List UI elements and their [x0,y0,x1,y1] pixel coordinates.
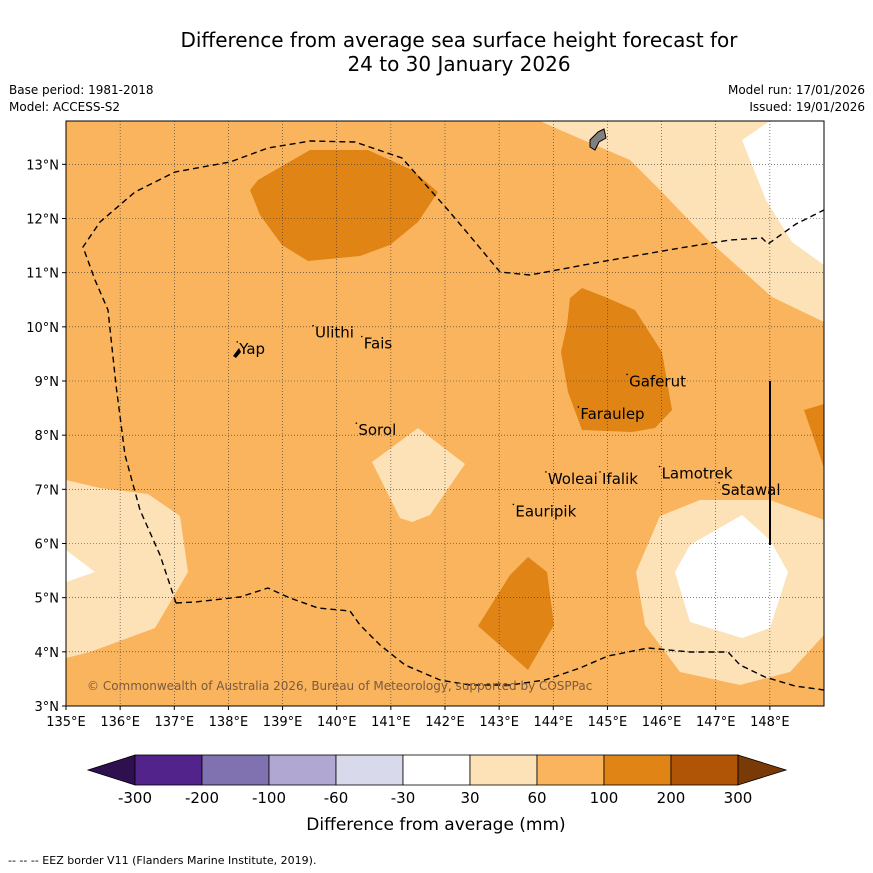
anomaly-region-edge-dark [804,404,824,468]
place-labels: Yap Ulithi Fais Sorol Gaferut Faraulep Woleai I… [236,324,781,520]
place-label: Ulithi [315,324,354,342]
lon-tick-label: 141°E [371,715,411,730]
lon-tick-label: 145°E [588,715,628,730]
issued-date: Issued: 19/01/2026 [749,100,865,114]
place-label: Lamotrek [662,465,733,483]
anomaly-region-ne-white [742,121,824,265]
colorbar-tick-label: 60 [527,789,546,807]
colorbar-swatch [134,754,203,786]
colorbar-label: Difference from average (mm) [306,815,565,835]
lat-tick-label: 10°N [26,321,59,336]
place-label: Fais [364,335,393,353]
lat-tick-label: 11°N [26,267,59,282]
anomaly-region-south-dark [478,557,554,670]
anomaly-region-se-white [675,515,788,638]
place-label: Woleai [548,470,598,488]
chart-title: Difference from average sea surface heig… [0,28,873,76]
colorbar-swatch [268,754,337,786]
lon-tick-label: 140°E [317,715,357,730]
lon-tick-label: 135°E [46,715,86,730]
graticule [66,121,824,706]
place-label: Yap [238,340,265,358]
place-label: Satawal [721,481,780,499]
place-marker [512,503,515,506]
colorbar-swatch [402,754,471,786]
eez-border [82,140,824,604]
colorbar-tick-label: -30 [391,789,416,807]
lat-tick-label: 7°N [35,483,60,498]
place-label: Sorol [358,421,396,439]
lon-tick-label: 138°E [209,715,249,730]
title-line-2: 24 to 30 January 2026 [347,52,571,76]
anomaly-region-west-light [66,480,188,658]
lon-tick-label: 147°E [696,715,736,730]
colorbar-tick-label: 30 [460,789,479,807]
place-label: Faraulep [580,405,644,423]
colorbar-swatch [335,754,404,786]
lon-tick-label: 148°E [750,715,790,730]
lat-tick-label: 5°N [35,592,60,607]
model-run: Model run: 17/01/2026 [727,83,865,97]
model-name: Model: ACCESS-S2 [9,100,121,114]
lat-tick-label: 3°N [35,700,60,715]
place-marker [312,324,314,327]
lon-tick-label: 143°E [479,715,519,730]
yap-island [233,348,241,358]
base-period: Base period: 1981-2018 [9,83,154,97]
colorbar-extend-low [86,754,136,786]
place-marker [236,341,239,343]
colorbar: -300 -200 -100 -60 -30 30 60 100 200 300 [86,754,788,807]
colorbar-tick-label: 100 [590,789,619,807]
lat-tick-label: 6°N [35,538,60,553]
place-marker [718,481,720,484]
colorbar-tick-label: -200 [185,789,219,807]
lon-tick-label: 139°E [263,715,303,730]
place-label: Eauripik [515,502,576,520]
place-marker [355,422,358,424]
colorbar-swatch [670,754,739,786]
lon-tick-label: 136°E [100,715,140,730]
anomaly-region-north-dark [250,150,438,261]
colorbar-tick-label: -100 [252,789,286,807]
guam-island [589,128,607,151]
colorbar-extend-high [737,754,788,786]
lon-tick-label: 146°E [642,715,682,730]
lon-tick-label: 137°E [155,715,195,730]
place-marker [360,335,363,338]
colorbar-swatch [201,754,270,786]
anomaly-region-ne-light [540,121,824,322]
place-label: Ifalik [602,470,638,488]
lon-tick-label: 142°E [425,715,465,730]
colorbar-tick-label: 200 [657,789,686,807]
anomaly-region-east-dark [561,288,672,432]
lon-tick-label: 144°E [534,715,574,730]
copyright-notice: © Commonwealth of Australia 2026, Bureau… [87,679,592,693]
eez-border-south [175,587,824,691]
colorbar-tick-label: 300 [724,789,753,807]
axis-ticks: 135°E 136°E 137°E 138°E 139°E 140°E 141°E 142°E… [26,158,789,730]
colorbar-tick-label: -60 [324,789,349,807]
lat-tick-label: 4°N [35,646,60,661]
map-area: Yap Ulithi Fais Sorol Gaferut Faraulep Woleai I… [66,121,824,706]
place-marker [626,373,628,376]
colorbar-swatch [603,754,672,786]
anomaly-region-west-white [66,550,95,582]
lat-tick-label: 9°N [35,375,60,390]
lat-tick-label: 13°N [26,158,59,173]
anomaly-region-center-light [372,428,465,522]
colorbar-tick-label: -300 [118,789,152,807]
place-marker [545,471,547,473]
lat-tick-label: 12°N [26,213,59,228]
place-marker [658,465,661,468]
colorbar-swatch [536,754,605,786]
place-marker [577,406,580,408]
eez-footnote: -- -- -- EEZ border V11 (Flanders Marine… [8,854,317,867]
place-label: Gaferut [629,372,686,390]
place-marker [599,471,601,473]
title-line-1: Difference from average sea surface heig… [180,28,738,52]
colorbar-swatch [469,754,538,786]
lat-tick-label: 8°N [35,429,60,444]
